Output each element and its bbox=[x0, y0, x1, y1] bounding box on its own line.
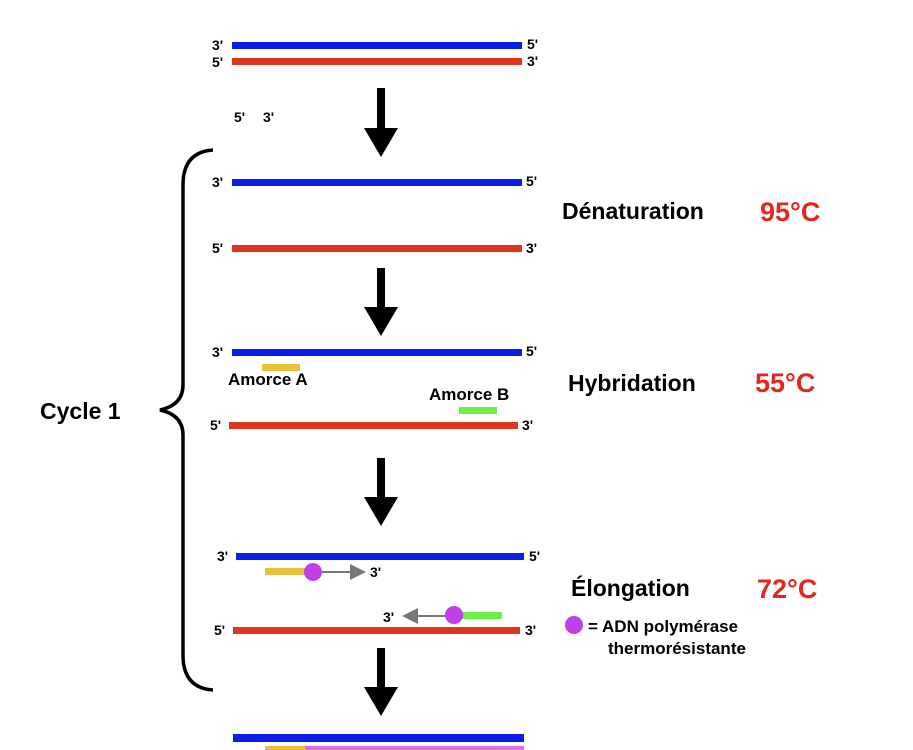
legend-text: = ADN polymérase bbox=[588, 617, 739, 636]
primer-a bbox=[265, 746, 305, 750]
end-label: 5' bbox=[526, 343, 538, 359]
end-label: 5' bbox=[212, 240, 224, 256]
primer-b-label: Amorce B bbox=[429, 385, 510, 404]
end-label: 5' bbox=[527, 36, 539, 52]
primer-b bbox=[458, 612, 502, 619]
end-label: 3' bbox=[525, 622, 537, 638]
cycle-label: Cycle 1 bbox=[40, 398, 121, 424]
end-label: 3' bbox=[383, 609, 395, 625]
end-label: 5' bbox=[526, 173, 538, 189]
down-arrow bbox=[364, 268, 398, 336]
step-name: Dénaturation bbox=[562, 198, 704, 224]
end-label: 5' bbox=[210, 417, 222, 433]
red-strand bbox=[232, 245, 522, 252]
step-temp: 55°C bbox=[755, 368, 816, 398]
primer-b bbox=[459, 407, 497, 414]
down-arrow bbox=[364, 648, 398, 716]
polymerase-legend-dot bbox=[565, 616, 583, 634]
polymerase bbox=[445, 606, 463, 624]
primer-a bbox=[265, 568, 311, 575]
end-label: 5' bbox=[234, 109, 246, 125]
red-strand bbox=[229, 422, 518, 429]
end-label: 3' bbox=[370, 564, 382, 580]
down-arrow bbox=[364, 88, 398, 157]
blue-strand bbox=[236, 553, 524, 560]
blue-strand bbox=[232, 349, 522, 356]
polymerase bbox=[304, 563, 322, 581]
end-label: 3' bbox=[522, 417, 534, 433]
end-label: 5' bbox=[212, 54, 224, 70]
step-temp: 95°C bbox=[760, 197, 821, 227]
step-temp: 72°C bbox=[757, 574, 818, 604]
red-strand bbox=[232, 58, 522, 65]
end-label: 5' bbox=[529, 548, 541, 564]
end-label: 5' bbox=[214, 622, 226, 638]
down-arrow bbox=[364, 458, 398, 526]
step-name: Hybridation bbox=[568, 370, 696, 396]
blue-strand bbox=[232, 42, 522, 49]
end-label: 3' bbox=[212, 344, 224, 360]
legend-text: thermorésistante bbox=[608, 639, 746, 658]
end-label: 3' bbox=[217, 548, 229, 564]
blue-strand bbox=[233, 734, 524, 742]
cycle-brace bbox=[159, 148, 214, 692]
end-label: 3' bbox=[263, 109, 275, 125]
red-strand bbox=[233, 627, 520, 634]
end-label: 3' bbox=[526, 240, 538, 256]
step-name: Élongation bbox=[571, 575, 690, 601]
new-strand bbox=[305, 746, 524, 750]
primer-a-label: Amorce A bbox=[228, 370, 308, 389]
blue-strand bbox=[232, 179, 522, 186]
end-label: 3' bbox=[212, 37, 224, 53]
primer-a bbox=[262, 364, 300, 371]
end-label: 3' bbox=[212, 174, 224, 190]
end-label: 3' bbox=[527, 53, 539, 69]
